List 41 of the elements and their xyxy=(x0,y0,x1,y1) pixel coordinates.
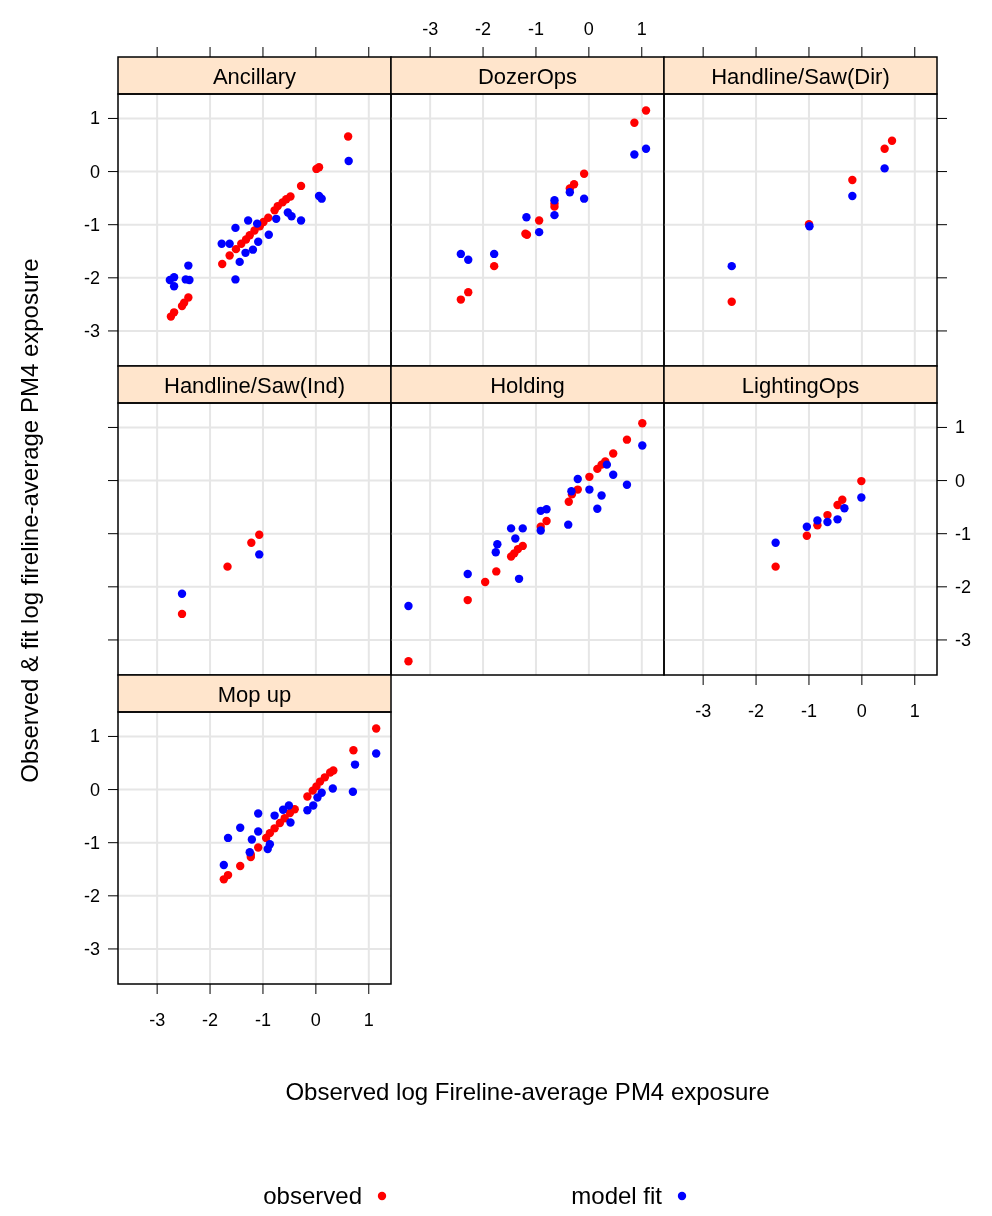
x-tick-label: -1 xyxy=(527,19,544,39)
y-tick-label: -3 xyxy=(83,938,100,959)
x-tick-label: -1 xyxy=(254,1010,271,1030)
y-tick-label: 0 xyxy=(89,779,100,800)
x-tick-label: -2 xyxy=(748,701,765,721)
x-tick-label: 0 xyxy=(583,19,594,39)
x-tick-label: -3 xyxy=(422,19,439,39)
chart-title: LightingOps xyxy=(741,372,860,398)
y-tick-label: 0 xyxy=(955,470,966,491)
x-tick-label: -3 xyxy=(695,701,712,721)
chart-title: Handline/Saw(Dir) xyxy=(711,63,890,89)
y-tick-label: -2 xyxy=(83,885,100,906)
y-tick-label: -1 xyxy=(83,832,100,853)
y-tick-label: 1 xyxy=(89,108,100,129)
x-tick-label: 0 xyxy=(856,701,867,721)
y-tick-label: -2 xyxy=(955,576,972,597)
x-tick-label: -2 xyxy=(475,19,492,39)
x-tick-label: 0 xyxy=(310,1010,321,1030)
legend-label: observed xyxy=(263,1182,362,1209)
chart-title: DozerOps xyxy=(477,63,578,89)
y-tick-label: 1 xyxy=(955,417,966,438)
y-tick-label: -1 xyxy=(955,523,972,544)
x-tick-label: -2 xyxy=(202,1010,219,1030)
x-tick-label: -1 xyxy=(800,701,817,721)
y-axis-title: Observed & fit log fireline-average PM4 exposure xyxy=(16,258,43,783)
chart-title: Ancillary xyxy=(212,63,297,89)
legend-label: model fit xyxy=(571,1182,663,1209)
x-tick-label: -3 xyxy=(149,1010,166,1030)
y-tick-label: 1 xyxy=(89,726,100,747)
y-tick-label: -2 xyxy=(83,267,100,288)
x-tick-label: 1 xyxy=(363,1010,374,1030)
y-tick-label: -1 xyxy=(83,214,100,235)
x-tick-label: 1 xyxy=(909,701,920,721)
y-tick-label: -3 xyxy=(955,629,972,650)
chart-title: Holding xyxy=(490,372,565,398)
chart-title: Handline/Saw(Ind) xyxy=(164,372,345,398)
y-tick-label: -3 xyxy=(83,320,100,341)
x-axis-title: Observed log Fireline-average PM4 exposure xyxy=(285,1078,770,1105)
y-tick-label: 0 xyxy=(89,161,100,182)
chart-title: Mop up xyxy=(217,681,292,707)
x-tick-label: 1 xyxy=(636,19,647,39)
